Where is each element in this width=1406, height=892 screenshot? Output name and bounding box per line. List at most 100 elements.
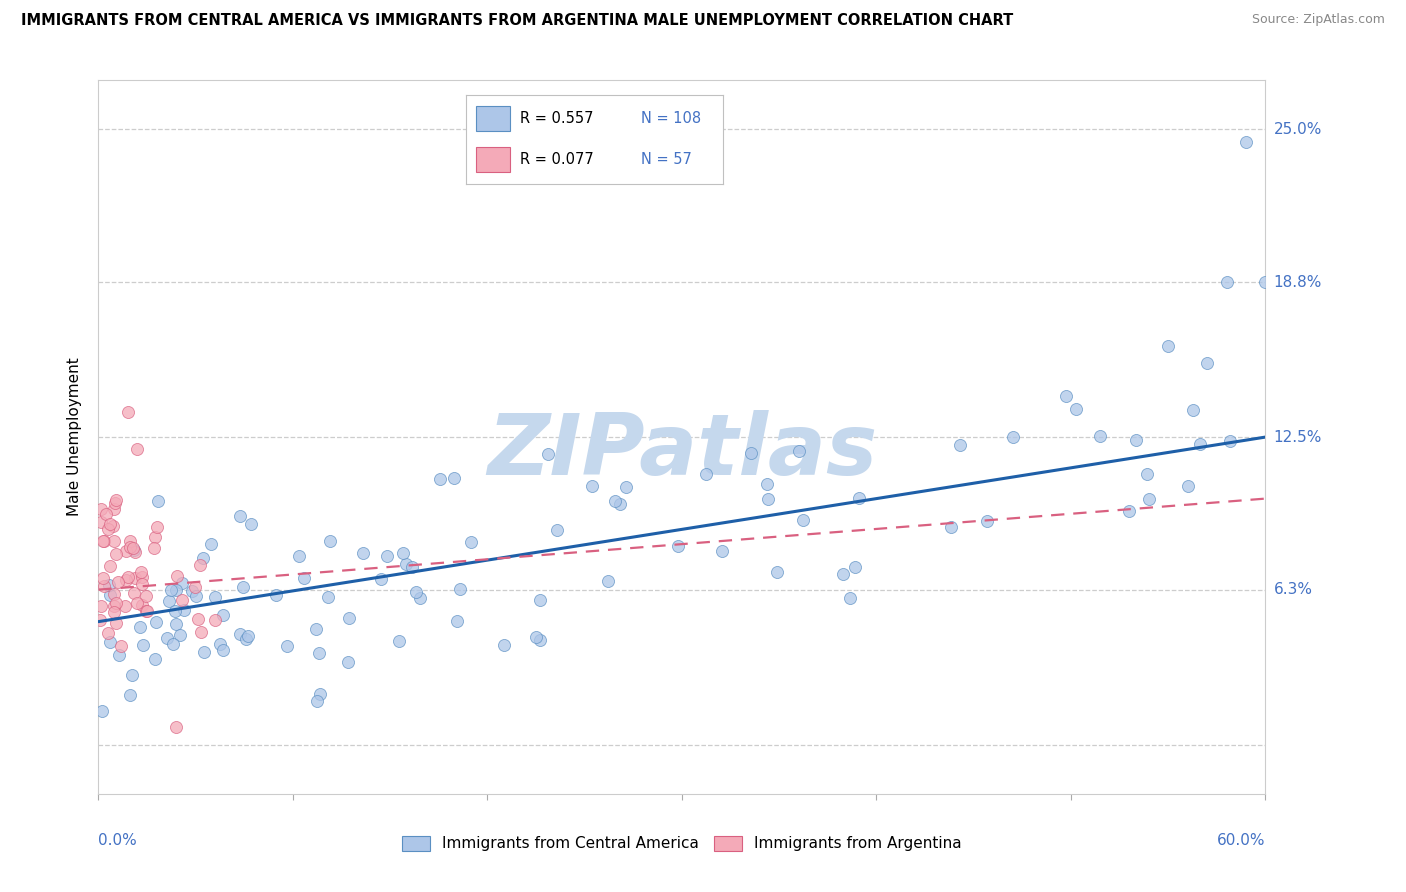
Point [91,533,114,548]
Point [264,588,287,602]
Point [976,514,998,528]
Point [409,591,432,606]
Point [187,612,209,626]
Point [537,447,560,461]
Point [134,603,156,617]
Point [183,580,205,594]
Point [124,545,146,559]
Point [370,572,392,586]
Point [165,583,187,598]
Point [91,705,114,719]
Point [122,541,145,555]
Point [136,604,159,618]
Point [848,491,870,506]
Point [394,557,416,571]
Point [103,502,125,516]
Point [377,549,399,564]
Point [191,551,214,566]
Point [122,586,145,600]
Point [316,591,339,605]
Point [838,591,860,605]
Point [93,579,115,593]
Point [1254,275,1277,289]
Point [173,603,195,617]
Point [212,607,235,622]
Point [146,520,169,534]
Point [180,584,202,599]
Point [122,543,145,558]
Point [948,438,970,452]
Point [1118,504,1140,518]
Point [184,590,207,604]
Text: Source: ZipAtlas.com: Source: ZipAtlas.com [1251,13,1385,27]
Point [1219,434,1241,448]
Point [132,638,155,652]
Point [1125,433,1147,447]
Point [110,639,132,653]
Point [98,559,121,574]
Text: 18.8%: 18.8% [1274,275,1322,290]
Point [1157,339,1180,353]
Point [305,694,328,708]
Point [605,494,627,508]
Legend: Immigrants from Central America, Immigrants from Argentina: Immigrants from Central America, Immigra… [396,830,967,857]
Point [120,688,142,702]
Text: 0.0%: 0.0% [98,833,138,847]
Point [309,687,332,701]
Point [103,605,125,619]
Point [529,593,551,607]
Point [239,517,262,532]
Point [792,513,814,527]
Point [208,637,231,651]
Point [695,467,717,482]
Point [449,582,471,597]
Point [200,537,222,551]
Point [190,625,212,640]
Point [581,479,603,493]
Point [157,594,180,608]
Point [405,585,427,599]
Text: 60.0%: 60.0% [1218,833,1265,847]
Point [460,535,482,549]
Point [401,560,423,574]
Point [165,617,187,632]
Point [156,631,179,645]
Point [616,480,638,494]
Point [127,442,149,457]
Point [789,443,811,458]
Y-axis label: Male Unemployment: Male Unemployment [67,358,83,516]
Point [172,575,194,590]
Point [98,517,121,532]
Point [90,502,112,516]
Point [1234,135,1257,149]
Point [229,508,252,523]
Point [97,522,120,536]
Point [1195,356,1218,370]
Point [97,578,120,592]
Point [352,546,374,560]
Point [101,518,124,533]
Point [114,544,136,558]
Point [939,520,962,534]
Point [118,534,141,549]
Point [446,614,468,628]
Point [238,629,260,643]
Point [494,638,516,652]
Point [103,586,125,600]
Point [1137,491,1160,506]
Point [1090,428,1112,442]
Text: 25.0%: 25.0% [1274,122,1322,137]
Point [235,632,257,646]
Point [103,599,125,613]
Point [104,496,127,510]
Point [276,640,298,654]
Point [443,471,465,485]
Point [1054,390,1077,404]
Point [666,540,689,554]
Point [429,472,451,486]
Point [96,507,118,521]
Point [188,558,211,573]
Point [388,634,411,648]
Point [131,569,153,583]
Text: IMMIGRANTS FROM CENTRAL AMERICA VS IMMIGRANTS FROM ARGENTINA MALE UNEMPLOYMENT C: IMMIGRANTS FROM CENTRAL AMERICA VS IMMIG… [21,13,1014,29]
